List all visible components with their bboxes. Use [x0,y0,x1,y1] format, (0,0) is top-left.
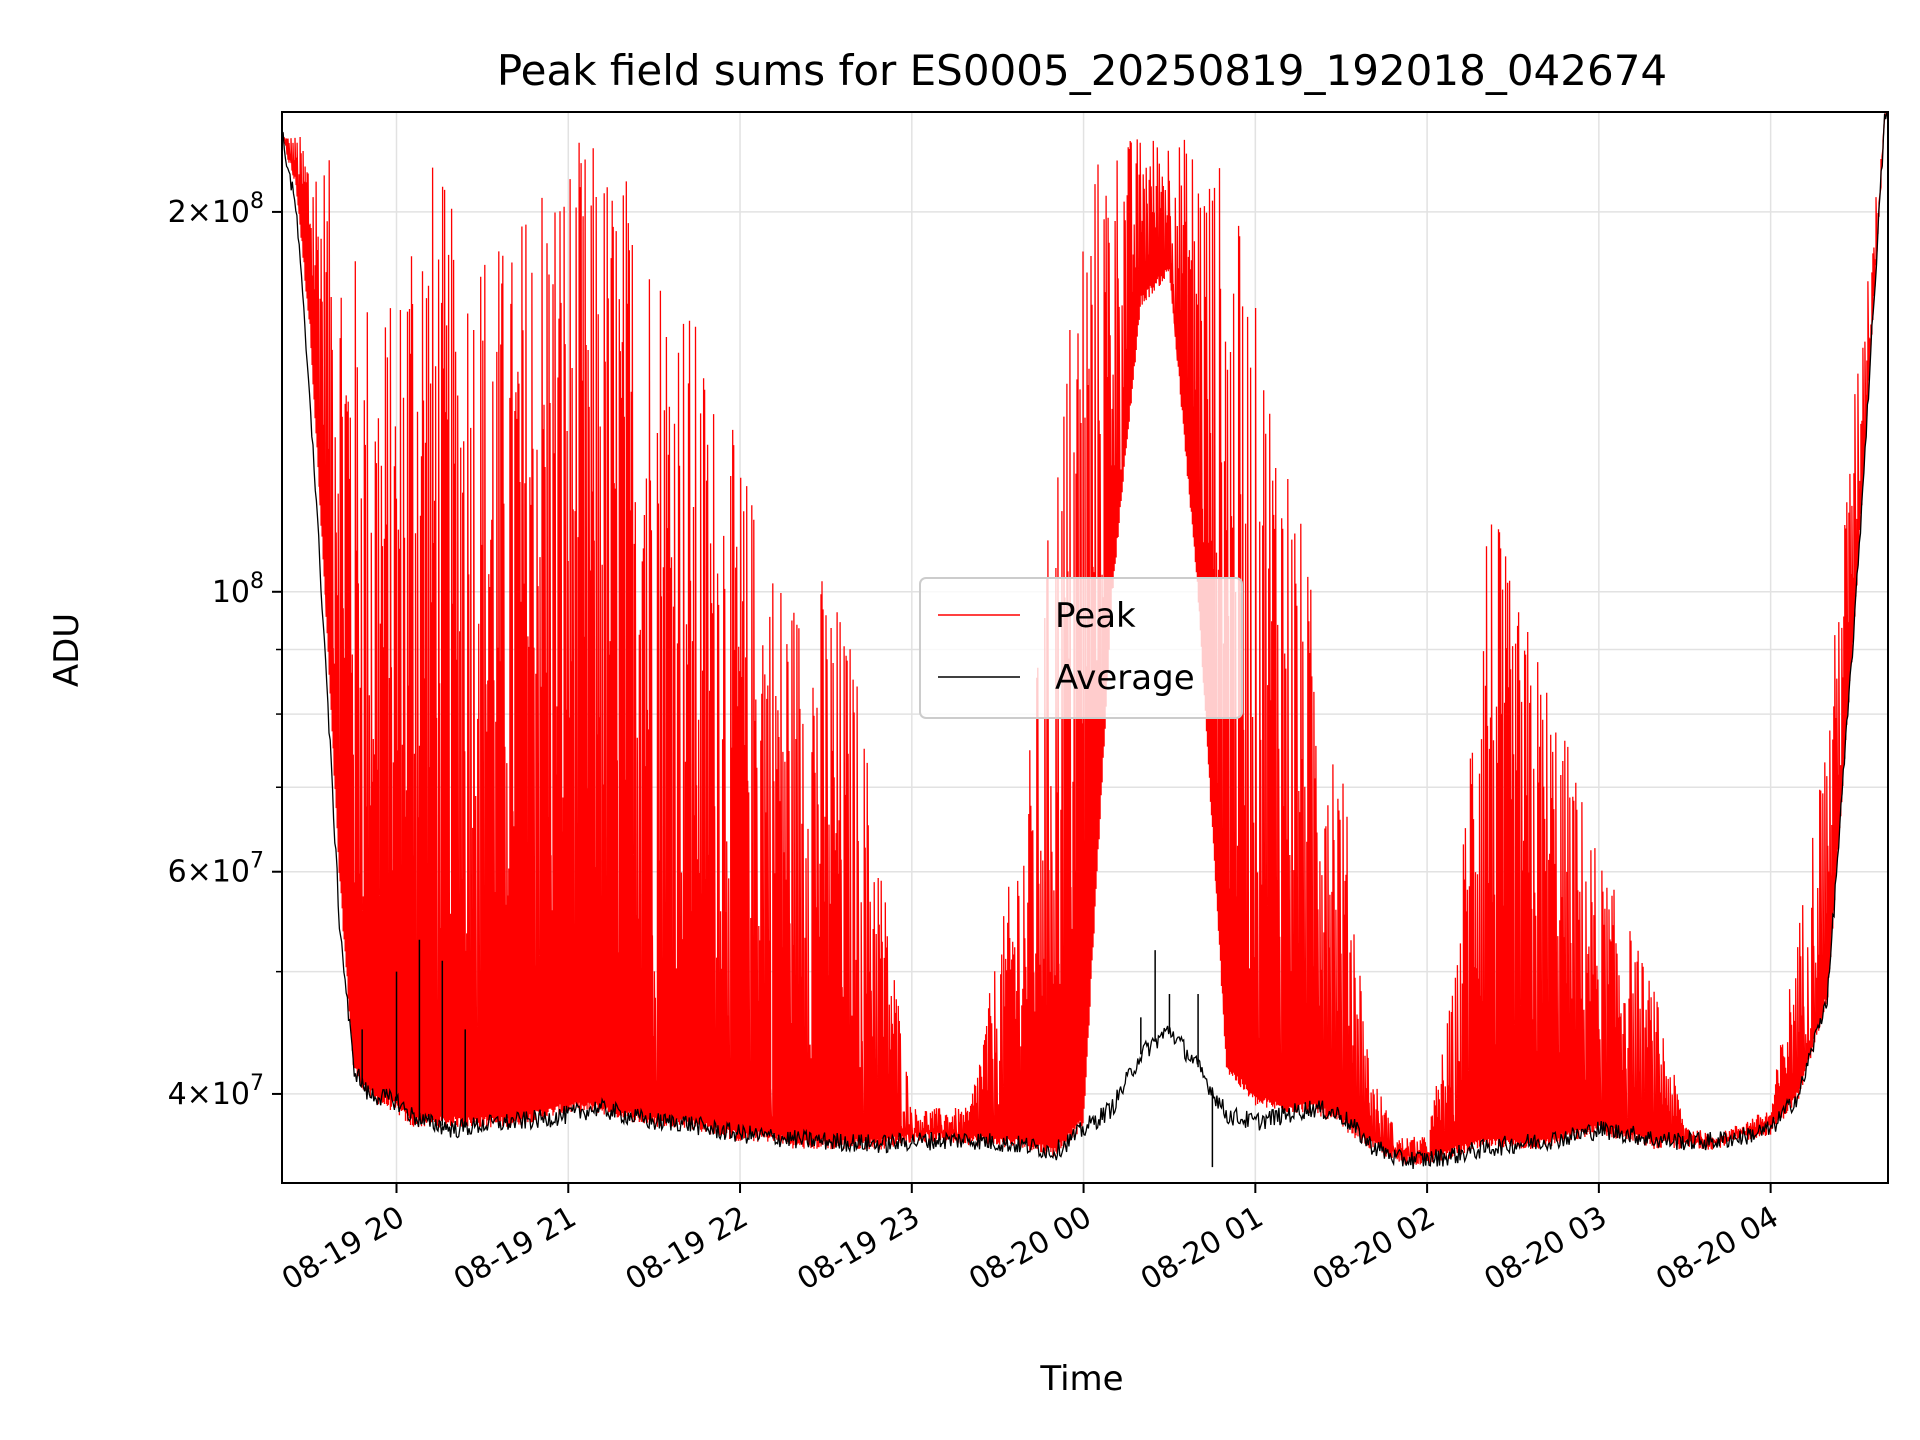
plot-area [281,111,1889,1184]
x-axis-label: Time [1039,1359,1123,1399]
legend: Peak Average [919,577,1243,719]
series-peak [282,112,1888,1165]
y-tick-label: 2×108 [168,189,264,230]
average-line [282,112,1888,1169]
chart-title: Peak field sums for ES0005_20250819_1920… [497,46,1667,95]
legend-label: Average [1055,658,1195,698]
series-layer [282,112,1888,1169]
series-average [282,112,1888,1169]
y-tick-label: 6×107 [168,849,264,890]
legend-label: Peak [1055,596,1136,636]
axes-frame [281,111,1889,1184]
peak-line [282,112,1888,1165]
y-tick-label: 4×107 [168,1071,264,1112]
legend-box [919,577,1243,719]
y-axis-label: ADU [47,613,87,687]
